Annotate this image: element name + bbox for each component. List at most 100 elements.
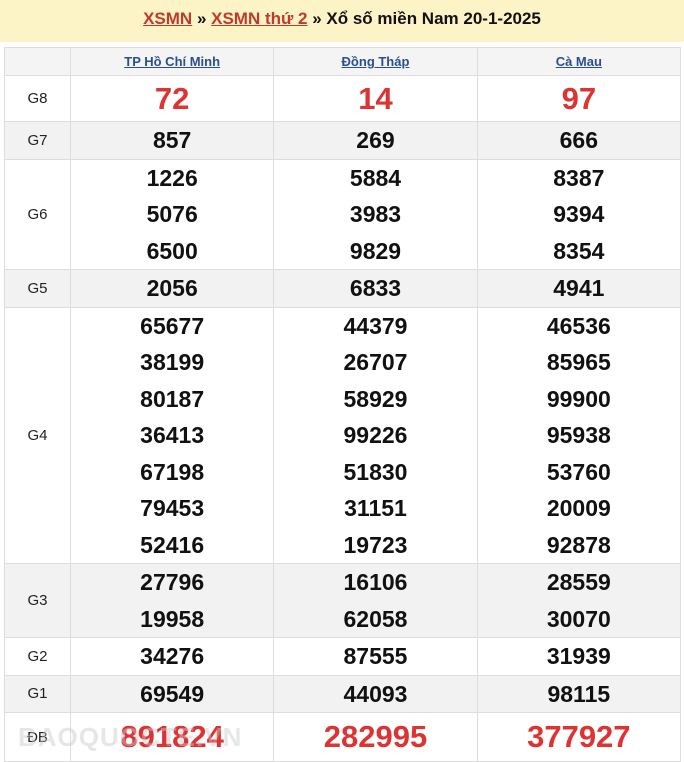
prize-cell: 98115 [476, 674, 682, 713]
prize-cell: 891824 [69, 712, 275, 762]
prize-number: 69549 [140, 680, 205, 707]
province-header-row: TP Hồ Chí Minh Đồng Tháp Cà Mau [4, 47, 682, 76]
prize-row-G1: G1 69549 44093 98115 [4, 674, 682, 713]
prize-number: 72 [154, 81, 190, 116]
prize-number: 19723 [343, 531, 408, 558]
prize-row-G6: G6 1226 5076 6500 5884 3983 9829 8387 9394 8354 [4, 158, 682, 270]
prize-row-G3: G3 27796 19958 16106 62058 28559 30070 [4, 563, 682, 638]
prize-number: 666 [559, 127, 599, 153]
xsmn-link[interactable]: XSMN [143, 9, 193, 28]
prize-cell: 1226 5076 6500 [69, 158, 275, 270]
prize-number: 92878 [546, 531, 611, 558]
prize-cell: 69549 [69, 674, 275, 713]
watermark: BAOQUOCTE.VN [18, 722, 243, 752]
prize-number: 6833 [349, 275, 402, 301]
prize-number: 3983 [349, 201, 402, 227]
prize-cell: 16106 62058 [273, 563, 478, 638]
prize-number: 99226 [343, 422, 408, 448]
prize-number: 99900 [546, 385, 611, 412]
prize-row-G5: G5 2056 6833 4941 [4, 269, 682, 308]
prize-cell: 4941 [476, 269, 682, 308]
prize-row-G4: G4 65677 38199 80187 36413 67198 79453 52416 443… [4, 306, 682, 564]
prize-row-G7: G7 857 269 666 [4, 121, 682, 160]
prize-number: 4941 [553, 275, 605, 301]
prize-number: 62058 [343, 605, 408, 632]
prize-cell: 87555 [273, 637, 478, 676]
prize-number: 52416 [140, 531, 205, 558]
prize-number: 20009 [546, 495, 611, 521]
prize-number: 14 [358, 81, 393, 116]
prize-number: 80187 [140, 385, 205, 412]
prize-number: 65677 [140, 312, 205, 339]
prize-label: G7 [4, 121, 71, 160]
xsmn-thu2-link[interactable]: XSMN thứ 2 [211, 9, 308, 28]
prize-number: 891824 [120, 719, 224, 754]
prize-number: 46536 [546, 312, 611, 339]
title-text: » Xổ số miền Nam 20-1-2025 [307, 9, 541, 28]
prize-cell: 65677 38199 80187 36413 67198 79453 52416 [69, 306, 275, 564]
prize-cell: 269 [273, 121, 478, 160]
prize-cell: 46536 85965 99900 95938 53760 20009 92878 [476, 306, 682, 564]
prize-number: 58929 [343, 385, 408, 412]
prize-cell: 857 [69, 121, 275, 160]
prize-number: 97 [561, 81, 597, 116]
prize-number: 53760 [546, 458, 611, 485]
prize-number: 857 [152, 127, 192, 153]
prize-row-G8: G8 72 14 97 [4, 75, 682, 122]
prize-cell: 282995 [273, 712, 478, 762]
prize-number: 28559 [546, 569, 611, 595]
results-table: TP Hồ Chí Minh Đồng Tháp Cà Mau G8 72 14 97… [4, 47, 682, 762]
prize-row-G2: G2 34276 87555 31939 [4, 637, 682, 676]
prize-number: 269 [356, 127, 395, 153]
prize-row-ĐB: ĐB 891824 282995 377927 [4, 712, 682, 762]
prize-number: 34276 [140, 643, 205, 669]
prize-number: 8354 [553, 237, 605, 264]
prize-label: G4 [4, 306, 71, 564]
prize-number: 79453 [140, 495, 205, 521]
prize-number: 282995 [323, 719, 428, 754]
prize-cell: 44379 26707 58929 99226 51830 31151 19723 [273, 306, 478, 564]
prize-label: G3 [4, 563, 71, 638]
prize-cell: 377927 [476, 712, 682, 762]
province-link[interactable]: Cà Mau [555, 54, 602, 69]
prize-number: 8387 [553, 164, 605, 191]
prize-number: 16106 [343, 569, 408, 595]
prize-number: 67198 [140, 458, 205, 485]
prize-cell: 5884 3983 9829 [273, 158, 478, 270]
prize-number: 6500 [146, 237, 198, 264]
prize-cell: 27796 19958 [69, 563, 275, 638]
prize-number: 377927 [527, 719, 631, 754]
prize-number: 44093 [343, 680, 408, 707]
prize-number: 9829 [349, 237, 402, 264]
prize-number: 98115 [547, 680, 611, 707]
prize-number: 19958 [140, 605, 205, 632]
prize-number: 95938 [546, 422, 611, 448]
province-link[interactable]: Đồng Tháp [341, 54, 410, 69]
prize-cell: 97 [476, 75, 682, 122]
prize-cell: 14 [273, 75, 478, 122]
prize-number: 30070 [546, 605, 611, 632]
prize-number: 27796 [140, 569, 205, 595]
prize-number: 36413 [140, 422, 205, 448]
prize-number: 5884 [349, 164, 402, 191]
prize-label: G2 [4, 637, 71, 676]
prize-cell: 2056 [69, 269, 275, 308]
prize-number: 51830 [343, 458, 408, 485]
prize-label: G5 [4, 269, 71, 308]
province-link[interactable]: TP Hồ Chí Minh [124, 54, 221, 69]
prize-number: 85965 [546, 349, 611, 375]
prize-number: 31939 [546, 643, 611, 669]
prize-cell: 31939 [476, 637, 682, 676]
prize-number: 1226 [146, 164, 198, 191]
prize-cell: 8387 9394 8354 [476, 158, 682, 270]
prize-number: 5076 [146, 201, 198, 227]
prize-number: 31151 [344, 495, 407, 521]
prize-number: 44379 [343, 312, 408, 339]
prize-cell: 28559 30070 [476, 563, 682, 638]
prize-number: 26707 [343, 349, 408, 375]
prize-number: 9394 [553, 201, 605, 227]
prize-number: 2056 [146, 275, 198, 301]
prize-cell: 44093 [273, 674, 478, 713]
prize-label: G8 [4, 75, 71, 122]
prize-number: 38199 [140, 349, 205, 375]
